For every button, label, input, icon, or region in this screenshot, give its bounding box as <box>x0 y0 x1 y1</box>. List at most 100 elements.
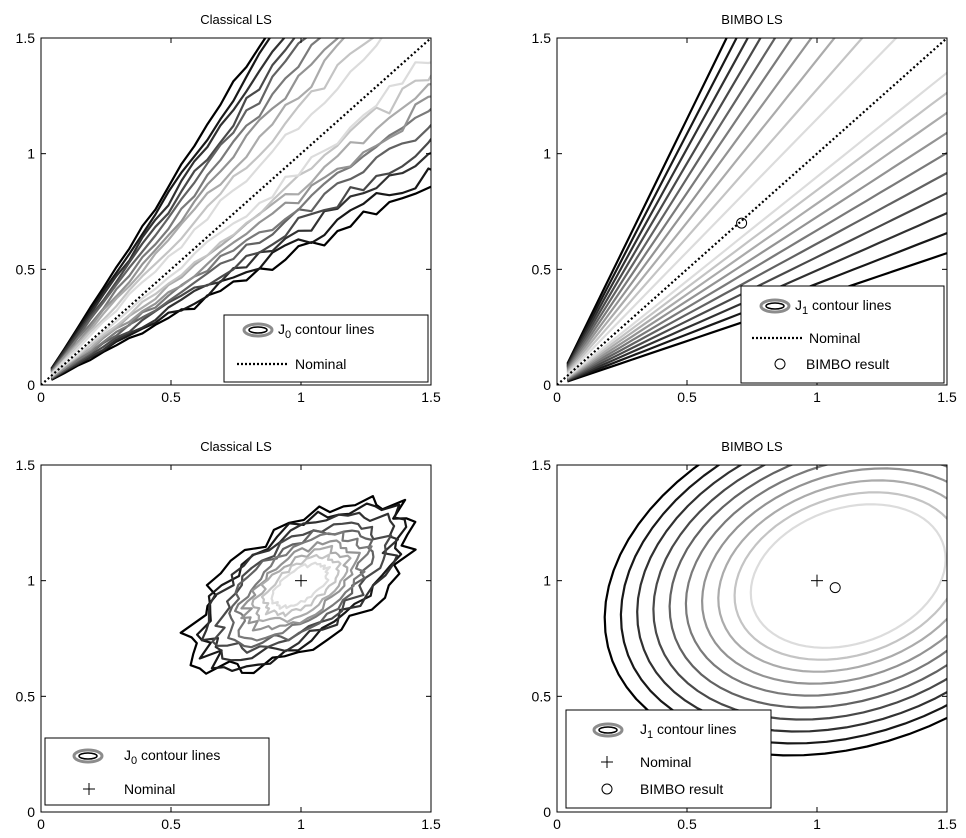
contour-level-3 <box>50 38 431 381</box>
legend-j-sub: 0 <box>285 329 291 341</box>
panel-1-legend-box <box>223 314 429 383</box>
x-tick-label: 0 <box>553 389 561 405</box>
panel-1-legend: J0 contour lines Nominal <box>223 314 429 383</box>
contour-level-1 <box>603 465 947 757</box>
panel-1: Classical LS 0 0.5 1 1.500.511.5 J0 contour… <box>16 12 441 405</box>
contour-level-1 <box>179 495 417 675</box>
y-tick-label: 1.5 <box>16 457 36 473</box>
panel-4-ticks: 0 0.5 1 1.5 0 0.5 1 1.5 <box>532 457 957 832</box>
y-tick-label: 0.5 <box>16 261 36 277</box>
panel-4-legend: J1 contour lines Nominal BIMBO result <box>565 709 772 809</box>
x-tick-label: 0.5 <box>161 816 181 832</box>
panel-1-contours <box>50 38 431 381</box>
panel-1-legend-label-2: Nominal <box>295 356 346 372</box>
panel-3-contours <box>179 495 417 675</box>
y-tick-label: 1 <box>543 573 551 589</box>
panel-2-contours <box>566 38 947 383</box>
legend-circle-icon <box>601 783 613 795</box>
contour-level-7 <box>240 539 361 632</box>
legend-j-rest: contour lines <box>291 321 374 337</box>
panel-2: BIMBO LS 0 0.5 1 1.500.511.5 J1 contour lin… <box>532 12 957 405</box>
legend-j: J <box>278 321 285 337</box>
panel-1-axes-box <box>40 37 432 386</box>
y-tick-label: 1 <box>27 573 35 589</box>
x-tick-label: 1.5 <box>421 389 441 405</box>
legend-j-rest: contour lines <box>808 297 891 313</box>
panel-3: Classical LS 0 0.5 1 1.5 0 0.5 1 1.5 J0 contour… <box>16 439 441 832</box>
contour-level-4 <box>566 38 947 381</box>
contour-level-5 <box>566 38 947 381</box>
contour-level-10 <box>566 38 947 378</box>
contour-level-5 <box>668 465 947 709</box>
panel-3-ticks: 0 0.5 1 1.5 0 0.5 1 1.5 <box>16 457 441 832</box>
panel-3-axes-box <box>40 464 432 813</box>
legend-j-sub: 1 <box>802 305 808 317</box>
legend-contour-icon <box>242 322 274 338</box>
panel-2-legend: J1 contour lines Nominal BIMBO result <box>740 285 945 384</box>
x-tick-label: 0 <box>37 389 45 405</box>
legend-j-rest: contour lines <box>137 747 220 763</box>
contour-level-10 <box>50 38 431 377</box>
nominal-line <box>41 38 431 385</box>
panel-1-title: Classical LS <box>200 12 272 27</box>
contour-level-2 <box>50 38 431 381</box>
panel-3-title: Classical LS <box>200 439 272 454</box>
legend-j-rest: contour lines <box>653 721 736 737</box>
contour-level-9 <box>733 491 947 661</box>
y-tick-label: 0 <box>543 804 551 820</box>
legend-contour-icon-inner <box>765 302 785 310</box>
x-tick-label: 1 <box>297 816 305 832</box>
panel-4-series <box>811 574 841 594</box>
panel-2-series <box>557 38 947 385</box>
contour-level-8 <box>251 544 352 624</box>
panel-3-series <box>295 574 307 587</box>
y-tick-label: 1.5 <box>16 30 36 46</box>
y-tick-label: 0.5 <box>16 688 36 704</box>
y-tick-label: 1 <box>27 146 35 162</box>
panel-2-legend-box <box>740 285 945 384</box>
x-tick-label: 1 <box>813 389 821 405</box>
panel-1-series <box>41 38 431 385</box>
legend-contour-icon-inner <box>598 726 618 734</box>
x-tick-label: 0 <box>37 816 45 832</box>
y-tick-label: 0 <box>27 804 35 820</box>
legend-j-sub: 1 <box>647 729 653 741</box>
x-tick-label: 0.5 <box>161 389 181 405</box>
contour-level-7 <box>701 467 947 685</box>
x-tick-label: 0 <box>553 816 561 832</box>
legend-j: J <box>795 297 802 313</box>
x-tick-label: 0.5 <box>677 816 697 832</box>
legend-j: J <box>640 721 647 737</box>
panel-2-ticks: 0 0.5 1 1.5 0 0.5 1 1.5 <box>532 30 957 405</box>
x-tick-label: 1.5 <box>421 816 441 832</box>
panel-1-ticks: 0 0.5 1 1.5 0 0.5 1 1.5 <box>16 30 441 405</box>
panel-4-legend-label-2: Nominal <box>640 754 691 770</box>
panel-2-legend-label-1: J1 contour lines <box>795 297 891 317</box>
legend-plus-icon <box>601 756 613 768</box>
contour-level-7 <box>566 38 947 380</box>
contour-level-10 <box>749 503 947 649</box>
x-tick-label: 1 <box>297 389 305 405</box>
legend-plus-icon <box>83 783 95 795</box>
panel-4-legend-label-1: J1 contour lines <box>640 721 736 741</box>
x-tick-label: 0.5 <box>677 389 697 405</box>
legend-circle-icon <box>774 358 786 370</box>
legend-contour-icon <box>72 748 104 764</box>
legend-contour-icon <box>759 298 791 314</box>
contour-level-4 <box>652 465 947 721</box>
panel-4-contours <box>603 465 947 757</box>
contour-level-5 <box>50 38 431 380</box>
legend-j-sub: 0 <box>131 755 137 767</box>
contour-level-4 <box>50 38 431 380</box>
y-tick-label: 0 <box>27 377 35 393</box>
panel-2-axes-box <box>556 37 948 386</box>
contour-level-10 <box>270 561 331 610</box>
panel-4-title: BIMBO LS <box>721 439 783 454</box>
panel-4: BIMBO LS 0 0.5 1 1.500.511.5 J1 contour lin… <box>532 439 957 832</box>
contour-level-3 <box>636 465 947 733</box>
x-tick-label: 1.5 <box>937 389 957 405</box>
panel-3-legend: J0 contour lines Nominal <box>44 737 270 806</box>
legend-contour-icon-inner <box>248 326 268 334</box>
y-tick-label: 1 <box>543 146 551 162</box>
y-tick-label: 0 <box>543 377 551 393</box>
